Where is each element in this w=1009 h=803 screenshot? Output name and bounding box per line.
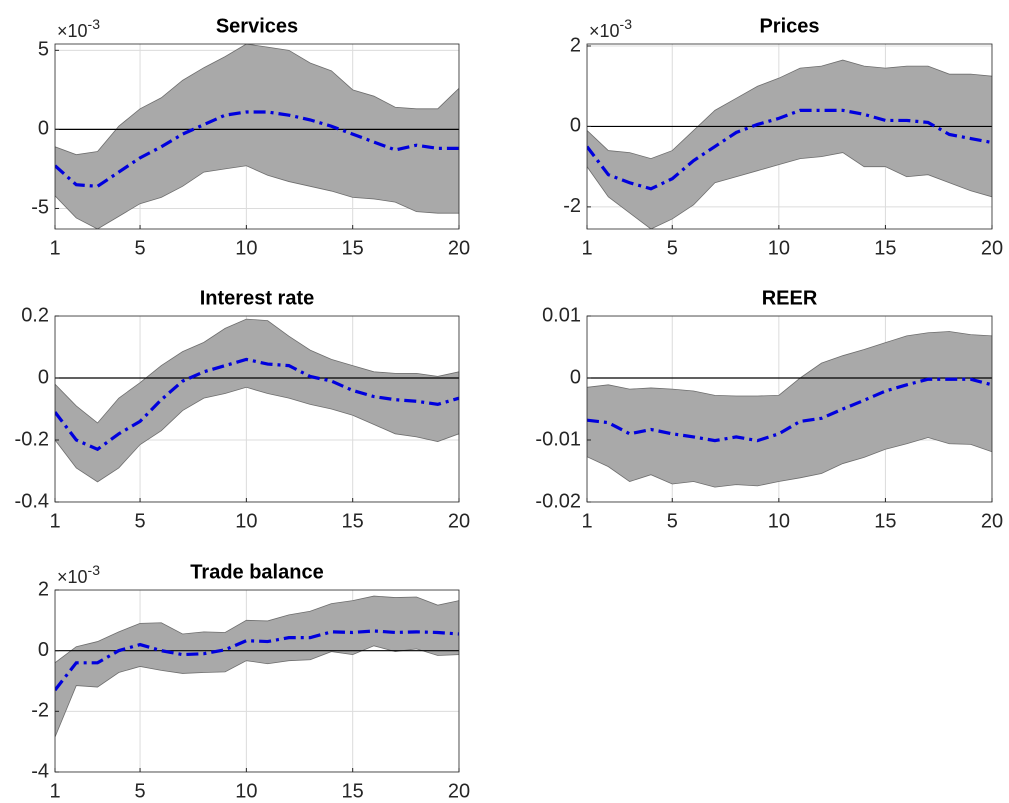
axis-multiplier: ×10-3 xyxy=(57,16,100,41)
y-tick-label: -0.4 xyxy=(15,490,49,512)
multiplier-exponent: -3 xyxy=(88,16,101,32)
x-tick-label: 1 xyxy=(49,237,60,259)
x-tick-label: 15 xyxy=(342,510,364,532)
y-tick-label: 2 xyxy=(570,34,581,56)
x-tick-label: 1 xyxy=(581,510,592,532)
axes-box xyxy=(54,315,460,503)
y-tick-label: -0.01 xyxy=(535,428,581,450)
x-tick-label: 1 xyxy=(49,510,60,532)
axes-box xyxy=(54,589,460,773)
plot-content xyxy=(55,316,459,502)
y-tick-label: -2 xyxy=(563,195,581,217)
y-tick-label: 0 xyxy=(38,118,49,140)
x-tick-label: 10 xyxy=(235,237,257,259)
band-edge xyxy=(55,386,459,483)
x-tick-label: 10 xyxy=(768,510,790,532)
multiplier-exponent: -3 xyxy=(620,16,633,32)
x-tick-label: 15 xyxy=(874,510,896,532)
plot-content xyxy=(587,44,992,229)
band-edge xyxy=(55,318,459,424)
x-tick-label: 20 xyxy=(448,510,470,532)
x-tick-label: 1 xyxy=(581,237,592,259)
confidence-band xyxy=(55,319,459,482)
y-tick-label: -0.02 xyxy=(535,490,581,512)
x-tick-label: 20 xyxy=(448,780,470,802)
band-edge xyxy=(587,152,992,229)
confidence-band xyxy=(587,60,992,229)
x-tick-label: 5 xyxy=(667,237,678,259)
x-tick-label: 5 xyxy=(667,510,678,532)
y-tick-label: 0 xyxy=(38,639,49,661)
plot-content xyxy=(587,316,992,502)
median-line xyxy=(55,110,459,188)
confidence-band xyxy=(55,44,459,229)
panel-title: Services xyxy=(216,15,298,37)
y-tick-label: 5 xyxy=(38,39,49,61)
median-line xyxy=(55,629,459,692)
median-line xyxy=(587,377,992,443)
axes-box xyxy=(586,315,993,503)
y-tick-label: 0 xyxy=(38,366,49,388)
band-edge xyxy=(55,595,459,664)
plot-content xyxy=(55,44,459,229)
y-tick-label: -5 xyxy=(31,197,49,219)
x-tick-label: 10 xyxy=(235,780,257,802)
panel-title: REER xyxy=(762,287,818,309)
x-tick-label: 5 xyxy=(134,510,145,532)
x-tick-label: 15 xyxy=(342,237,364,259)
x-tick-label: 5 xyxy=(134,780,145,802)
y-tick-label: 0.2 xyxy=(21,304,49,326)
band-edge xyxy=(587,437,992,488)
band-edge xyxy=(587,331,992,397)
median-line xyxy=(587,108,992,191)
band-edge xyxy=(55,165,459,229)
y-tick-label: 0.01 xyxy=(542,304,581,326)
axes-box xyxy=(586,43,993,230)
multiplier-exponent: -3 xyxy=(88,562,101,578)
y-tick-label: -4 xyxy=(31,760,49,782)
y-tick-label: -0.2 xyxy=(15,428,49,450)
x-tick-label: 15 xyxy=(342,780,364,802)
panel-title: Interest rate xyxy=(200,287,315,309)
x-tick-label: 15 xyxy=(874,237,896,259)
y-tick-label: 0 xyxy=(570,115,581,137)
multiplier-base: ×10 xyxy=(589,21,620,41)
x-tick-label: 5 xyxy=(134,237,145,259)
multiplier-base: ×10 xyxy=(57,567,88,587)
axes-box xyxy=(54,43,460,230)
x-tick-label: 10 xyxy=(235,510,257,532)
panel-title: Trade balance xyxy=(190,561,323,583)
multiplier-base: ×10 xyxy=(57,21,88,41)
x-tick-label: 10 xyxy=(768,237,790,259)
plot-content xyxy=(55,590,459,772)
confidence-band xyxy=(587,331,992,488)
axis-multiplier: ×10-3 xyxy=(589,16,632,41)
y-tick-label: -2 xyxy=(31,700,49,722)
x-tick-label: 20 xyxy=(448,237,470,259)
band-edge xyxy=(55,44,459,156)
y-tick-label: 0 xyxy=(570,366,581,388)
x-tick-label: 1 xyxy=(49,780,60,802)
x-tick-label: 20 xyxy=(981,510,1003,532)
y-tick-label: 2 xyxy=(38,578,49,600)
axis-multiplier: ×10-3 xyxy=(57,562,100,587)
panel-title: Prices xyxy=(759,15,819,37)
band-edge xyxy=(587,59,992,160)
x-tick-label: 20 xyxy=(981,237,1003,259)
